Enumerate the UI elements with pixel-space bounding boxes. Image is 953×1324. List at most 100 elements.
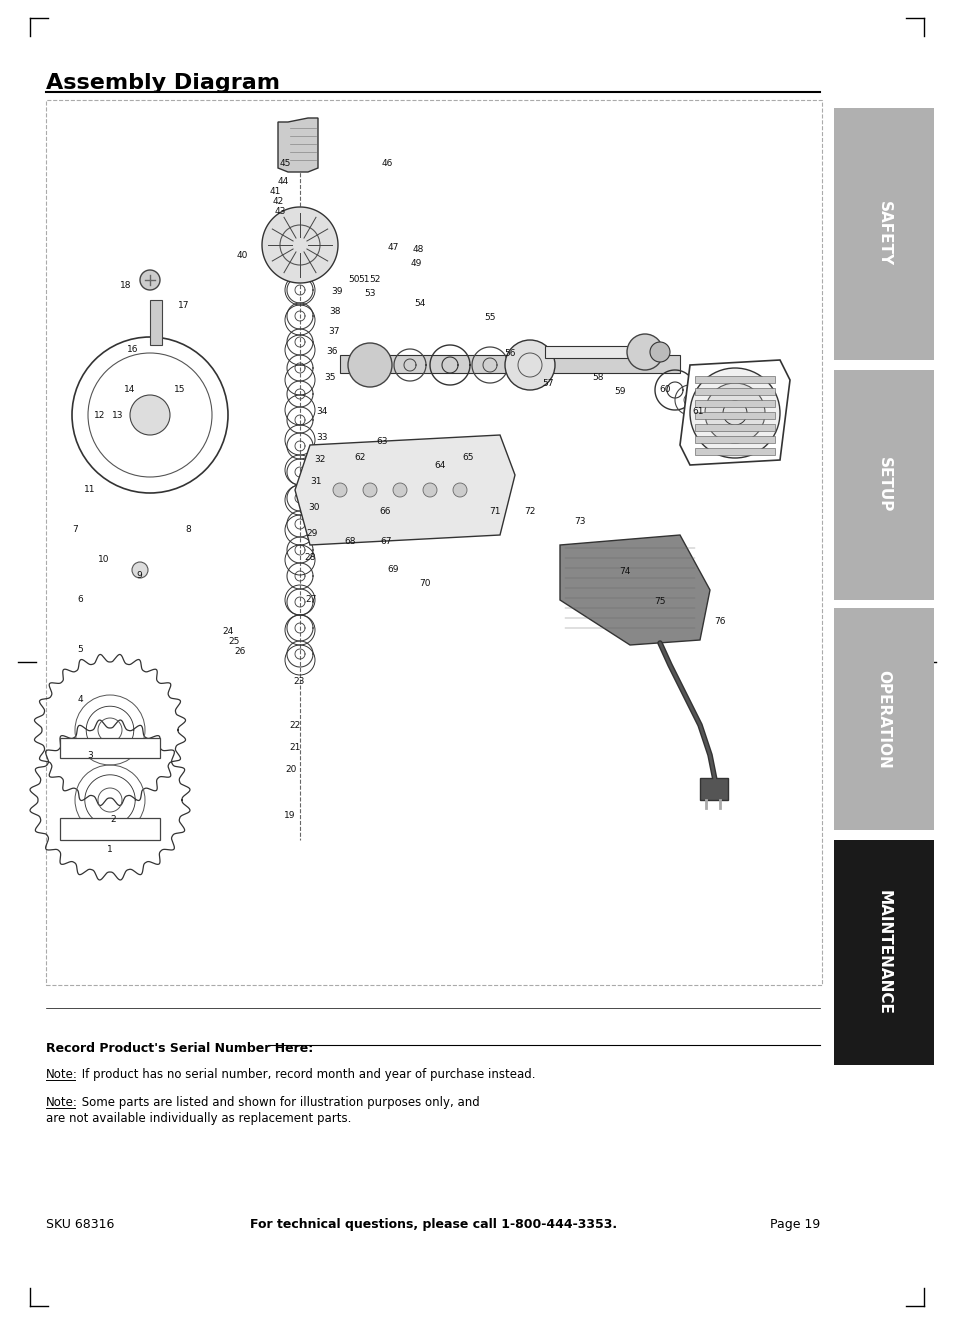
Circle shape	[689, 368, 780, 458]
Text: 76: 76	[714, 617, 725, 626]
Text: 10: 10	[98, 556, 110, 564]
Text: 21: 21	[289, 744, 300, 752]
Bar	[833, 369, 933, 600]
Text: 24: 24	[222, 628, 233, 637]
Text: 69: 69	[387, 565, 398, 575]
Bar	[544, 346, 644, 357]
Text: SKU 68316: SKU 68316	[46, 1218, 114, 1231]
Text: 45: 45	[279, 159, 291, 168]
Text: 75: 75	[654, 597, 665, 606]
Text: Note:: Note:	[46, 1096, 78, 1110]
Circle shape	[704, 383, 764, 444]
Text: 49: 49	[410, 260, 421, 269]
Text: 7: 7	[72, 526, 78, 535]
Text: 63: 63	[375, 437, 387, 446]
Text: 31: 31	[310, 478, 321, 486]
Text: 73: 73	[574, 518, 585, 527]
Text: 51: 51	[358, 274, 370, 283]
Text: 54: 54	[414, 299, 425, 308]
Text: 2: 2	[111, 816, 115, 825]
Bar	[833, 839, 933, 1064]
Polygon shape	[277, 118, 317, 172]
Text: 11: 11	[84, 486, 95, 494]
Text: 15: 15	[174, 385, 186, 395]
Text: 44: 44	[277, 177, 289, 187]
Text: 48: 48	[412, 245, 423, 254]
Text: 12: 12	[94, 410, 106, 420]
Text: 59: 59	[614, 388, 625, 396]
Circle shape	[333, 483, 347, 496]
Text: 70: 70	[418, 580, 431, 588]
Text: OPERATION: OPERATION	[876, 670, 890, 768]
Text: 30: 30	[308, 503, 319, 512]
Text: 41: 41	[269, 188, 280, 196]
Text: 66: 66	[379, 507, 391, 516]
Text: 33: 33	[315, 433, 328, 441]
Text: SETUP: SETUP	[876, 457, 890, 512]
Text: 52: 52	[369, 274, 380, 283]
Text: 74: 74	[618, 568, 630, 576]
Text: 39: 39	[331, 287, 342, 297]
Text: 1: 1	[107, 846, 112, 854]
Text: 20: 20	[285, 765, 296, 775]
Text: 36: 36	[326, 347, 337, 356]
Text: 38: 38	[329, 307, 340, 316]
Bar	[150, 301, 162, 346]
Text: 68: 68	[344, 538, 355, 547]
Text: 57: 57	[541, 380, 553, 388]
Text: are not available individually as replacement parts.: are not available individually as replac…	[46, 1112, 351, 1125]
Text: 9: 9	[136, 571, 142, 580]
Text: 22: 22	[289, 720, 300, 730]
Text: 56: 56	[504, 350, 516, 359]
Text: 6: 6	[77, 596, 83, 605]
Polygon shape	[262, 207, 337, 283]
Text: 71: 71	[489, 507, 500, 516]
Bar	[695, 388, 774, 395]
Text: 37: 37	[328, 327, 339, 336]
Text: 13: 13	[112, 410, 124, 420]
Circle shape	[422, 483, 436, 496]
Text: 27: 27	[305, 596, 316, 605]
Circle shape	[130, 395, 170, 436]
Text: Some parts are listed and shown for illustration purposes only, and: Some parts are listed and shown for illu…	[78, 1096, 479, 1110]
Text: 29: 29	[306, 528, 317, 538]
Text: 34: 34	[316, 408, 327, 417]
Circle shape	[504, 340, 555, 391]
Bar	[833, 109, 933, 360]
Circle shape	[363, 483, 376, 496]
Text: 43: 43	[274, 208, 285, 217]
Bar	[695, 400, 774, 406]
Text: Page 19: Page 19	[769, 1218, 820, 1231]
Text: 67: 67	[380, 538, 392, 547]
Text: 55: 55	[484, 312, 496, 322]
Text: 62: 62	[354, 453, 365, 462]
Text: SAFETY: SAFETY	[876, 201, 890, 266]
Text: 46: 46	[381, 159, 393, 168]
Bar	[695, 436, 774, 444]
Text: 8: 8	[185, 526, 191, 535]
Circle shape	[348, 343, 392, 387]
Text: 53: 53	[364, 290, 375, 298]
Polygon shape	[679, 360, 789, 465]
Text: 64: 64	[434, 461, 445, 470]
Text: 40: 40	[236, 250, 248, 260]
Text: 4: 4	[77, 695, 83, 704]
Bar	[695, 412, 774, 418]
Bar	[700, 779, 727, 800]
Circle shape	[453, 483, 467, 496]
Text: 35: 35	[324, 372, 335, 381]
Text: 47: 47	[387, 242, 398, 252]
Text: 19: 19	[284, 810, 295, 820]
Text: 5: 5	[77, 646, 83, 654]
Text: Assembly Diagram: Assembly Diagram	[46, 73, 280, 93]
Text: 72: 72	[524, 507, 536, 516]
Text: 3: 3	[87, 751, 92, 760]
Circle shape	[140, 270, 160, 290]
Text: 26: 26	[234, 647, 246, 657]
Text: 61: 61	[692, 408, 703, 417]
Text: 32: 32	[314, 455, 325, 465]
Text: 65: 65	[462, 453, 474, 462]
Bar	[695, 376, 774, 383]
Text: For technical questions, please call 1-800-444-3353.: For technical questions, please call 1-8…	[251, 1218, 617, 1231]
Circle shape	[393, 483, 407, 496]
